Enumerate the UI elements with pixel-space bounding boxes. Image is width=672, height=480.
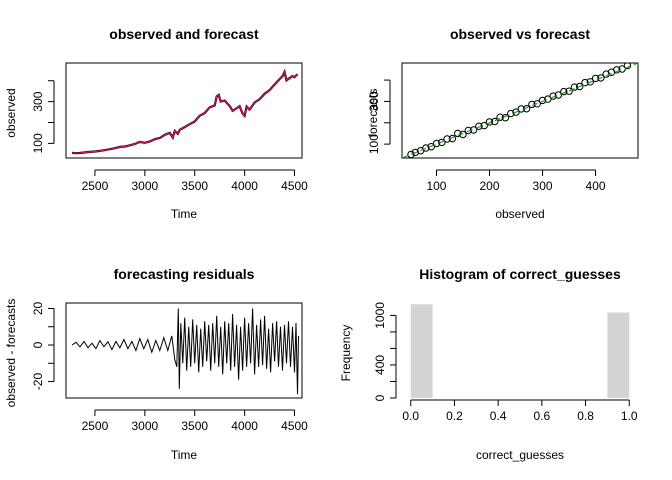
panel-3-title: forecasting residuals <box>114 266 255 282</box>
scatter-point <box>496 113 504 121</box>
scatter-point <box>491 117 499 126</box>
scatter-point <box>618 65 626 73</box>
panel-observed-vs-forecast: observed vs forecast 100 200 300 400100300 … <box>366 26 639 221</box>
x-tick-label: 4000 <box>231 179 258 193</box>
x-tick-label: 3000 <box>131 179 158 193</box>
scatter-point <box>512 108 520 116</box>
scatter-point <box>560 87 568 96</box>
panel-2-x-label: observed <box>495 207 544 221</box>
y-tick-label: 100 <box>367 134 381 154</box>
x-tick-label: 0.8 <box>577 409 594 423</box>
scatter-point <box>576 82 584 91</box>
x-tick-label: 3500 <box>181 419 208 433</box>
panel-3-y-label: observed - forecasts <box>4 299 18 408</box>
x-tick-label: 4500 <box>281 419 308 433</box>
x-tick-label: 2500 <box>82 419 109 433</box>
scatter-point <box>411 148 419 157</box>
x-tick-label: 400 <box>586 179 606 193</box>
plot-frame <box>401 62 639 159</box>
x-tick-label: 2500 <box>82 179 109 193</box>
y-tick-label: 400 <box>373 355 387 375</box>
fit-line <box>402 63 638 158</box>
y-tick-label: 1000 <box>373 302 387 329</box>
x-tick-label: 200 <box>479 179 499 193</box>
scatter-point <box>586 78 594 86</box>
scatter-point <box>570 83 579 91</box>
scatter-point <box>623 63 632 70</box>
y-tick-label: 0 <box>373 394 387 401</box>
panel-4-title: Histogram of correct_guesses <box>419 266 621 282</box>
scatter-point <box>554 91 563 99</box>
x-tick-label: 1.0 <box>621 409 638 423</box>
x-tick-label: 300 <box>533 179 553 193</box>
scatter-point <box>597 74 605 82</box>
panel-1-title: observed and forecast <box>109 26 259 42</box>
panel-4-y-label: Frequency <box>339 325 353 382</box>
panel-forecasting-residuals: forecasting residuals 2500 3000 3500 4000 45… <box>4 266 308 462</box>
panel-4-x-label: correct_guesses <box>476 448 564 462</box>
x-tick-label: 4500 <box>281 179 308 193</box>
x-tick-label: 100 <box>426 179 446 193</box>
scatter-point <box>454 129 462 138</box>
scatter-point <box>475 122 483 130</box>
panel-1-x-label: Time <box>171 207 198 221</box>
scatter-point <box>501 114 510 122</box>
histogram-bar <box>410 304 433 398</box>
panel-observed-and-forecast: observed and forecast 2500 3000 3500 4000 45… <box>4 26 308 221</box>
scatter-point <box>565 87 573 95</box>
scatter-point <box>407 150 415 158</box>
panel-histogram-correct-guesses: Histogram of correct_guesses 0.0 0.2 0.4 0.… <box>339 266 638 462</box>
scatter-point <box>422 144 430 152</box>
scatter-point <box>427 143 435 151</box>
panel-2-title: observed vs forecast <box>450 26 590 42</box>
x-tick-label: 0.2 <box>446 409 463 423</box>
series-forecast-line <box>71 70 298 154</box>
y-tick-label: 0 <box>31 341 45 348</box>
panel-3-plot-area: 2500 3000 3500 4000 4500 -20 0 20 <box>31 301 308 433</box>
scatter-point <box>533 100 541 108</box>
plot-frame <box>65 62 303 159</box>
y-tick-label: 300 <box>367 91 381 111</box>
y-tick-label: 20 <box>31 301 45 315</box>
x-tick-label: 0.6 <box>534 409 551 423</box>
series-residuals-line <box>71 308 299 395</box>
scatter-point <box>432 139 441 148</box>
panel-4-plot-area: 0.0 0.2 0.4 0.6 0.8 1.0 0 400 1000 <box>373 302 638 423</box>
scatter-point <box>549 92 557 100</box>
scatter-point <box>485 118 494 126</box>
histogram-bar <box>607 312 630 398</box>
y-tick-label: 100 <box>31 133 45 153</box>
panel-2-plot-area: 100 200 300 400 100 300 <box>367 62 639 193</box>
panel-3-x-label: Time <box>171 448 198 462</box>
y-tick-label: 300 <box>31 91 45 111</box>
panel-2-y-label: forecasts <box>366 89 380 138</box>
y-tick-label: -20 <box>31 373 45 391</box>
scatter-point <box>438 138 446 147</box>
x-tick-label: 4000 <box>231 419 258 433</box>
x-tick-label: 3500 <box>181 179 208 193</box>
x-tick-label: 3000 <box>131 419 158 433</box>
panel-1-y-label: observed <box>4 88 18 137</box>
panel-1-plot-area: 2500 3000 3500 4000 4500 100 300 <box>31 62 308 193</box>
x-tick-label: 0.4 <box>490 409 507 423</box>
plot-frame <box>65 302 303 399</box>
x-tick-label: 0.0 <box>402 409 419 423</box>
